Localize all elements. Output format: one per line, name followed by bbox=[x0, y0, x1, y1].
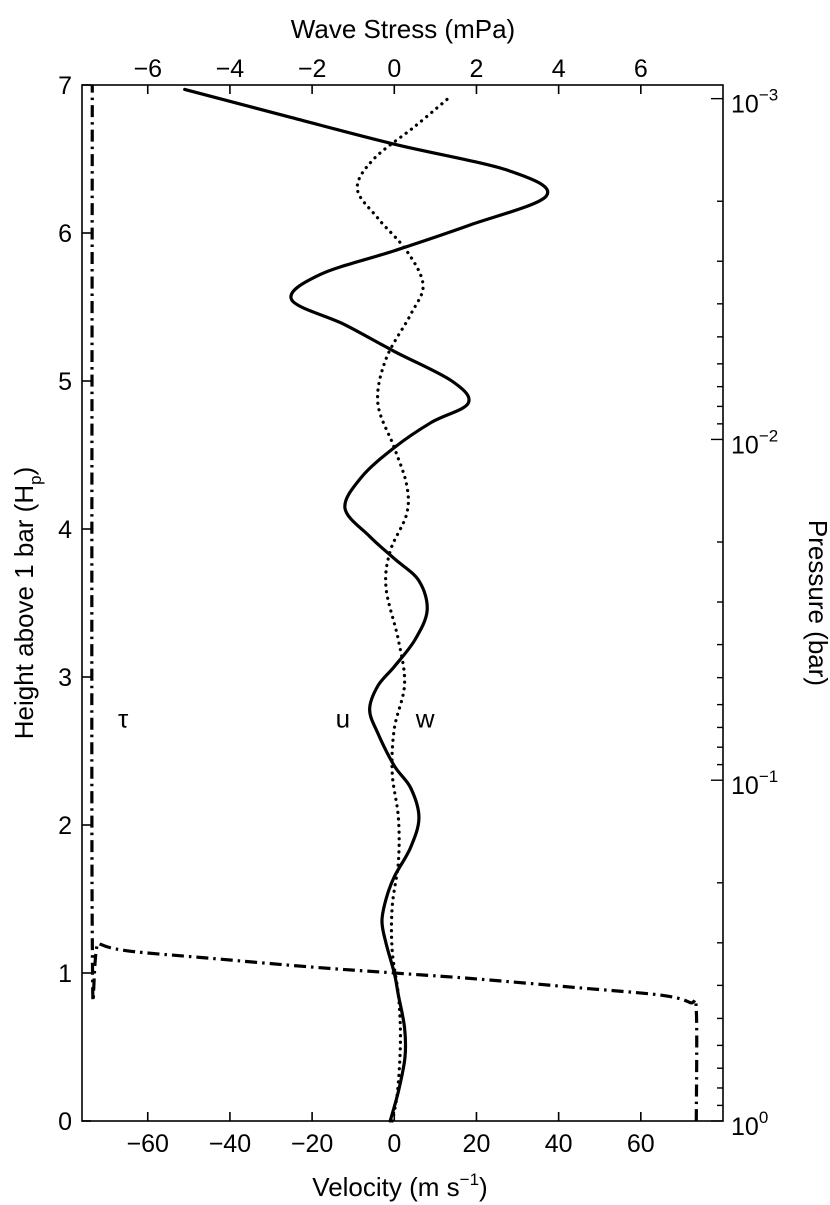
series-w-line bbox=[355, 93, 454, 1123]
x-tick-label: 0 bbox=[387, 1130, 401, 1158]
y-right-tick-label: 100 bbox=[731, 1108, 768, 1141]
x-top-tick-label: 4 bbox=[552, 55, 566, 83]
y-tick-label: 2 bbox=[58, 812, 72, 840]
left-y-axis: 0 1 2 3 4 5 6 7 bbox=[58, 72, 91, 1136]
y-axis-title-main: Height above 1 bar (H bbox=[9, 485, 39, 739]
y-axis-title-sub: p bbox=[26, 475, 45, 484]
y-right-axis-title: Pressure (bar) bbox=[803, 520, 830, 686]
curve-label: u bbox=[336, 703, 350, 733]
bottom-x-axis: −60 −40 −20 0 20 40 60 bbox=[127, 1112, 655, 1158]
x-top-tick-label: −4 bbox=[216, 55, 245, 83]
plot-frame bbox=[81, 84, 724, 1122]
x-top-tick-label: −2 bbox=[298, 55, 327, 83]
y-tick-label: 7 bbox=[58, 72, 72, 100]
x-tick-label: 60 bbox=[627, 1130, 655, 1158]
y-axis-title: Height above 1 bar (Hp) bbox=[9, 467, 45, 740]
x-top-axis-title: Wave Stress (mPa) bbox=[291, 14, 515, 44]
y-axis-title-tail: ) bbox=[9, 467, 39, 476]
y-tick-label: 5 bbox=[58, 368, 72, 396]
x-axis-title-tail: ) bbox=[479, 1172, 488, 1202]
x-tick-label: 40 bbox=[545, 1130, 573, 1158]
top-x-axis: −6 −4 −2 0 2 4 6 bbox=[133, 55, 648, 94]
x-tick-label: −40 bbox=[209, 1130, 251, 1158]
y-right-tick-label: 10−1 bbox=[731, 767, 778, 800]
y-right-tick-label: 10−3 bbox=[731, 86, 778, 119]
y-tick-label: 4 bbox=[58, 516, 72, 544]
x-tick-label: 20 bbox=[463, 1130, 491, 1158]
y-tick-label: 1 bbox=[58, 960, 72, 988]
y-right-tick-label: 10−2 bbox=[731, 426, 778, 459]
y-tick-label: 3 bbox=[58, 664, 72, 692]
y-tick-label: 6 bbox=[58, 220, 72, 248]
curves-layer bbox=[90, 84, 699, 1123]
curve-label: w bbox=[415, 703, 435, 733]
x-top-tick-label: 2 bbox=[470, 55, 484, 83]
x-axis-title: Velocity (m s−1) bbox=[312, 1170, 487, 1202]
series-tau-line bbox=[90, 84, 699, 1122]
x-axis-title-sup: −1 bbox=[460, 1170, 479, 1189]
curve-label: τ bbox=[118, 703, 129, 733]
x-top-tick-label: 0 bbox=[387, 55, 401, 83]
y-tick-label: 0 bbox=[58, 1108, 72, 1136]
x-tick-label: −60 bbox=[127, 1130, 169, 1158]
x-tick-label: −20 bbox=[291, 1130, 333, 1158]
x-top-tick-label: 6 bbox=[634, 55, 648, 83]
right-y-axis: 100 10−1 10−2 10−3 bbox=[711, 86, 778, 1141]
series-u-line bbox=[183, 87, 550, 1123]
x-axis-title-main: Velocity (m s bbox=[312, 1172, 459, 1202]
x-top-tick-label: −6 bbox=[133, 55, 162, 83]
